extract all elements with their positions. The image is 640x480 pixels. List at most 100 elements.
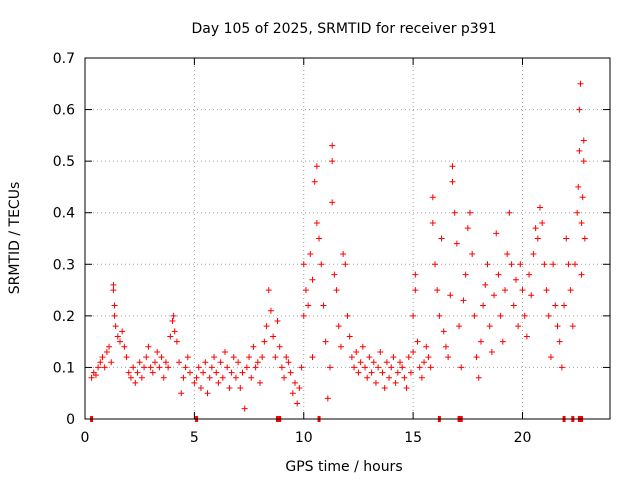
data-point [458, 364, 465, 371]
data-point [200, 369, 207, 376]
data-point [475, 374, 482, 381]
data-point [449, 163, 456, 170]
data-point [340, 250, 347, 257]
data-point [552, 302, 559, 309]
data-point [412, 271, 419, 278]
data-point [170, 312, 177, 319]
data-point [486, 323, 493, 330]
data-point [416, 364, 423, 371]
data-point [270, 333, 277, 340]
data-point [423, 343, 430, 350]
data-point [197, 385, 204, 392]
data-point [111, 312, 118, 319]
data-point [112, 323, 119, 330]
data-point [499, 338, 506, 345]
data-point [554, 323, 561, 330]
data-point [134, 369, 141, 376]
x-axis-label: GPS time / hours [285, 459, 402, 475]
y-tick-label: 0.4 [53, 206, 75, 222]
data-point [410, 348, 417, 355]
data-point [97, 359, 104, 366]
data-point [108, 359, 115, 366]
data-point [241, 405, 248, 412]
data-point [180, 374, 187, 381]
data-point [248, 374, 255, 381]
data-point [545, 312, 552, 319]
data-point [333, 287, 340, 294]
data-point [313, 163, 320, 170]
data-point [235, 359, 242, 366]
x-tick-label: 10 [295, 430, 313, 446]
data-point [491, 292, 498, 299]
data-point [110, 287, 117, 294]
data-point [300, 312, 307, 319]
data-point [392, 379, 399, 386]
data-point [324, 395, 331, 402]
data-point [412, 287, 419, 294]
data-point [259, 354, 266, 361]
data-point [311, 178, 318, 185]
data-point [576, 106, 583, 113]
data-point [421, 359, 428, 366]
data-point [558, 364, 565, 371]
data-point [117, 338, 123, 345]
data-point [171, 328, 178, 335]
data-point [287, 369, 294, 376]
data-point [469, 250, 476, 257]
data-point [575, 183, 582, 190]
data-point [556, 338, 563, 345]
data-point [213, 369, 220, 376]
data-point [160, 374, 167, 381]
data-point [141, 364, 148, 371]
data-point [438, 235, 445, 242]
y-tick-label: 0.5 [53, 154, 75, 170]
data-point [523, 333, 530, 340]
data-point [440, 328, 447, 335]
data-point [526, 271, 533, 278]
y-axis-label: SRMTID / TECUs [7, 182, 23, 295]
data-point [569, 323, 576, 330]
y-tick-label: 0.7 [53, 51, 75, 67]
data-point [460, 297, 467, 304]
data-point [386, 374, 393, 381]
y-tick-label: 0.6 [53, 103, 75, 119]
data-point [442, 343, 449, 350]
data-point [565, 261, 572, 268]
data-point [322, 338, 329, 345]
data-point [467, 209, 473, 216]
data-point [193, 374, 200, 381]
data-point [320, 302, 327, 309]
data-point [296, 385, 303, 392]
data-point [405, 354, 412, 361]
data-point [305, 302, 312, 309]
plot-area-frame [84, 57, 611, 420]
data-point [497, 312, 504, 319]
data-point [219, 374, 226, 381]
data-point [504, 250, 511, 257]
data-point [471, 312, 478, 319]
data-point [451, 209, 458, 216]
data-point [147, 364, 154, 371]
data-point [362, 364, 368, 371]
data-point [92, 372, 99, 379]
data-point [372, 379, 379, 386]
data-point [532, 225, 539, 232]
data-point [493, 230, 500, 237]
data-point [294, 400, 301, 407]
data-point [211, 354, 218, 361]
data-points [88, 80, 588, 412]
y-tick-label: 0 [66, 412, 75, 428]
data-point [519, 287, 526, 294]
data-point [111, 302, 118, 309]
data-point [473, 354, 480, 361]
data-point [149, 369, 156, 376]
data-point [414, 338, 421, 345]
data-point [202, 359, 209, 366]
data-point [119, 328, 126, 335]
data-point [191, 379, 198, 386]
data-point [364, 374, 371, 381]
y-tick-label: 0.1 [53, 360, 75, 376]
data-point [577, 80, 584, 87]
data-point [257, 379, 263, 386]
data-point [567, 287, 574, 294]
